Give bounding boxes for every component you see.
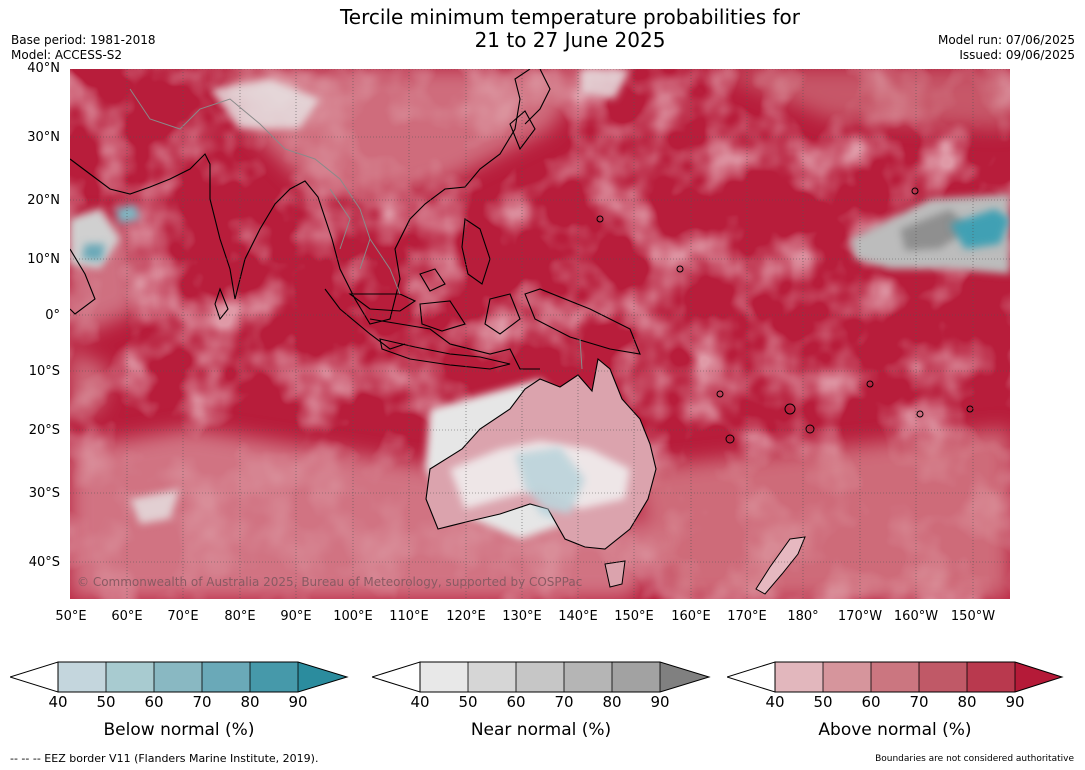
lighter-regions [70,69,1010,599]
colorbar-label: Below normal (%) [103,720,255,740]
colorbar-swatch [468,662,516,692]
lon-label: 130°E [502,609,542,624]
colorbar-tick: 50 [458,693,478,711]
lon-label: 140°E [558,609,598,624]
issued-date: Issued: 09/06/2025 [959,48,1075,62]
lat-label: 20°N [27,193,60,208]
probability-map [70,69,1010,599]
lat-label: 30°N [27,130,60,145]
lat-label: 10°N [27,252,60,267]
lon-label: 170°W [837,609,883,624]
colorbar-swatch [967,662,1015,692]
lat-label: 20°S [28,423,60,438]
colorbar-tick: 90 [288,693,308,711]
title-line-2: 21 to 27 June 2025 [474,28,666,52]
colorbar-tick: 80 [602,693,622,711]
colorbar-tick: 80 [957,693,977,711]
base-period: Base period: 1981-2018 [11,33,156,47]
colorbar-label: Near normal (%) [470,720,612,740]
colorbar-swatch [154,662,202,692]
lon-label: 160°E [671,609,711,624]
tasmania-outline [604,560,626,588]
model-run: Model run: 07/06/2025 [937,33,1075,47]
graticule [70,69,1010,599]
colorbar-tick: 60 [861,693,881,711]
colorbar-below-normal [10,661,349,693]
colorbar-tick: 50 [813,693,833,711]
colorbar-tick: 40 [48,693,68,711]
lat-label: 10°S [28,364,60,379]
colorbar-tick: 70 [192,693,212,711]
lon-label: 70°E [167,609,199,624]
country-borders [129,88,583,370]
colorbar-tick: 40 [410,693,430,711]
title-line-1: Tercile minimum temperature probabilitie… [339,5,801,29]
lon-label: 150°E [614,609,654,624]
colorbar-swatch [660,662,709,692]
lat-label: 30°S [28,486,60,501]
colorbar-swatch [420,662,468,692]
colorbar-swatch [919,662,967,692]
colorbar-swatch [775,662,823,692]
colorbar-swatch [58,662,106,692]
colorbar-swatch [564,662,612,692]
lon-label: 170°E [727,609,767,624]
colorbar-swatch [823,662,871,692]
lon-label: 160°W [893,609,939,624]
colorbar-tick: 80 [240,693,260,711]
coastlines [70,69,641,370]
lon-label: 60°E [111,609,143,624]
colorbar-near-normal [372,661,711,693]
colorbar-tick: 90 [650,693,670,711]
colorbar-tick: 70 [554,693,574,711]
colorbar-tick: 40 [765,693,785,711]
colorbar-swatch [106,662,154,692]
lon-label: 150°W [950,609,996,624]
lon-label: 120°E [446,609,486,624]
lon-label: 180° [787,609,819,624]
lon-label: 80°E [224,609,256,624]
colorbar-tick: 90 [1005,693,1025,711]
colorbar-swatch [250,662,298,692]
colorbar-swatch [516,662,564,692]
boundaries-disclaimer: Boundaries are not considered authoritat… [875,754,1074,764]
colorbar-swatch [1015,662,1062,692]
lon-label: 50°E [55,609,87,624]
pacific-islands [596,187,974,444]
colorbar-swatch [298,662,347,692]
colorbar-above-normal [727,661,1064,693]
copyright-notice: © Commonwealth of Australia 2025, Bureau… [77,575,583,589]
lat-label: 40°N [27,61,60,76]
colorbar-tick: 60 [506,693,526,711]
lon-label: 100°E [333,609,373,624]
colorbar-tick: 50 [96,693,116,711]
lon-label: 90°E [280,609,312,624]
colorbar-tick: 60 [144,693,164,711]
model-name: Model: ACCESS-S2 [11,48,123,62]
colorbar-label: Above normal (%) [818,720,972,740]
lat-label: 0° [45,308,60,323]
new-zealand-outline [755,536,806,595]
colorbar-swatch [202,662,250,692]
lat-label: 40°S [28,555,60,570]
colorbar-swatch [871,662,919,692]
eez-legend: -- -- -- EEZ border V11 (Flanders Marine… [10,752,319,765]
colorbar-swatch [612,662,660,692]
colorbar-tick: 70 [909,693,929,711]
lon-label: 110°E [389,609,429,624]
